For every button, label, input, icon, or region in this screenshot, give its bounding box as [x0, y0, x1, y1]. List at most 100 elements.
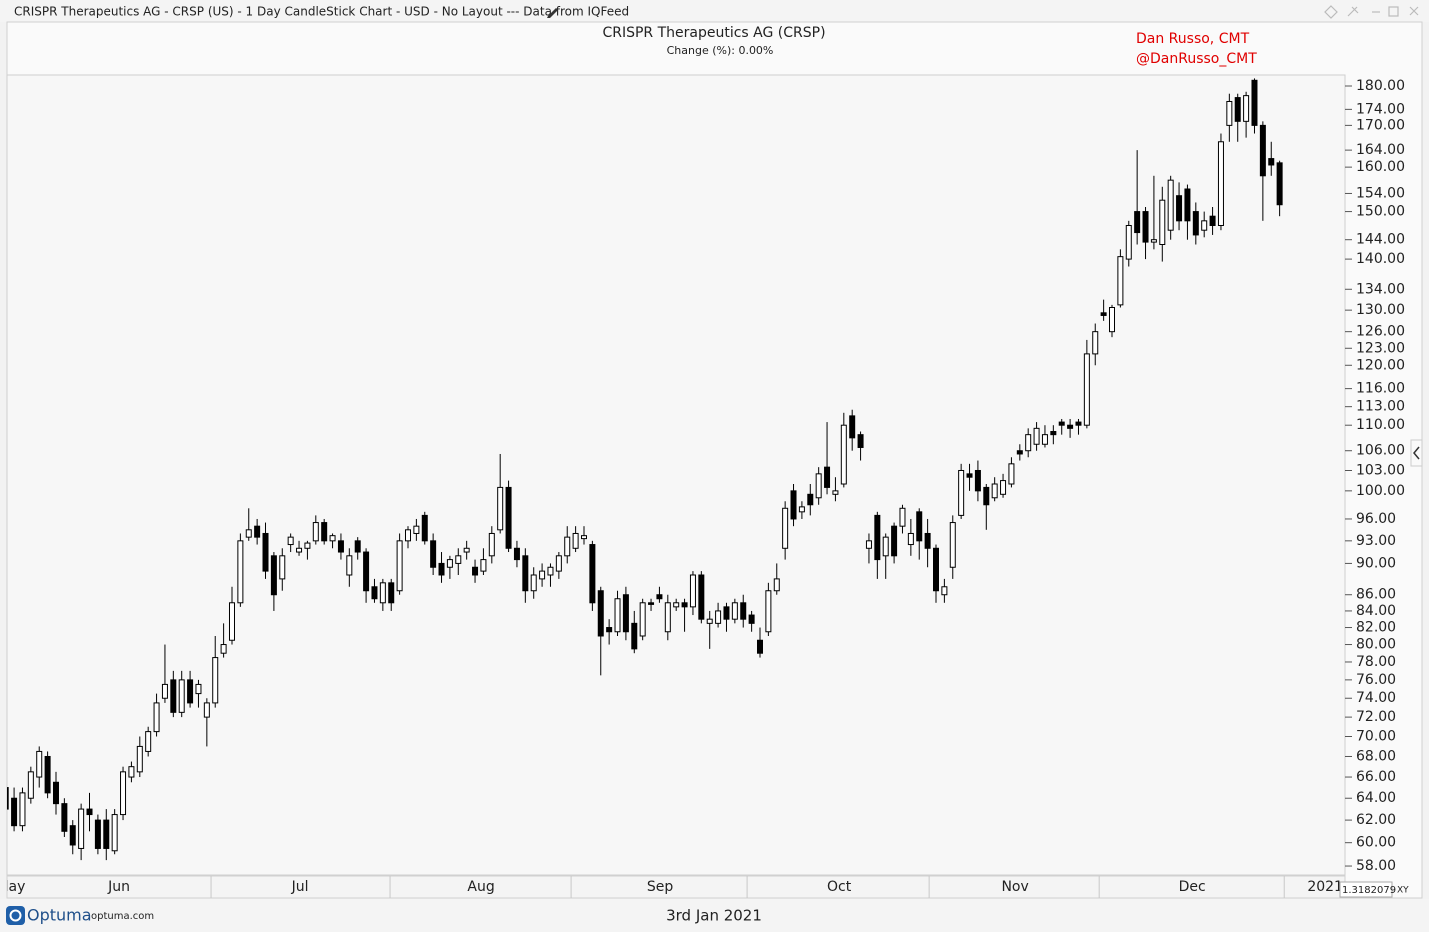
candle-body [941, 586, 948, 596]
candle-body [790, 490, 797, 520]
y-tick-label: 106.00 [1356, 443, 1405, 459]
diamond-button[interactable] [1324, 5, 1338, 19]
y-tick-label: 80.00 [1356, 637, 1396, 653]
candle-body [689, 574, 696, 608]
candle-body [1067, 424, 1074, 429]
candle-body [1226, 100, 1233, 126]
maximize-button[interactable] [1388, 6, 1399, 17]
candle-body [11, 797, 18, 827]
y-tick-label: 76.00 [1356, 672, 1396, 688]
candle-body [488, 532, 495, 557]
y-tick-label: 160.00 [1356, 159, 1405, 175]
y-tick-label: 90.00 [1356, 555, 1396, 571]
candle-body [170, 679, 177, 713]
x-tick-label: Jun [107, 879, 130, 895]
candle-body [1268, 158, 1275, 166]
y-tick-label: 110.00 [1356, 417, 1405, 433]
mode[interactable]: XY [1397, 886, 1409, 896]
candle-body [555, 555, 562, 572]
candle-body [430, 540, 437, 568]
candle-body [974, 469, 981, 492]
candle-body [396, 540, 403, 592]
candle-body [715, 610, 722, 624]
candle-body [606, 627, 613, 633]
candle-body [354, 540, 361, 553]
candles [7, 78, 1283, 861]
x-tick-label: Aug [467, 879, 494, 895]
candle-body [1058, 421, 1065, 426]
candle-body [296, 547, 303, 553]
y-tick-label: 60.00 [1356, 835, 1396, 851]
candle-body [472, 566, 479, 576]
candle-body [723, 606, 730, 620]
candle-body [899, 507, 906, 527]
candle-body [128, 766, 135, 778]
candle-body [1192, 211, 1199, 236]
candle-body [782, 507, 789, 549]
candle-body [765, 590, 772, 633]
y-tick-label: 78.00 [1356, 654, 1396, 670]
candle-body [203, 702, 210, 718]
candle-body [1159, 199, 1166, 245]
candle-body [321, 522, 328, 542]
candle-body [580, 535, 587, 540]
candle-body [798, 506, 805, 513]
candle-body [865, 540, 872, 549]
side-panel-toggle[interactable] [1410, 439, 1423, 467]
pin-button[interactable] [1347, 6, 1359, 17]
candle-body [287, 536, 294, 546]
candle-body [1109, 307, 1116, 333]
candle-body [363, 551, 370, 592]
x-tick-label: Jul [291, 879, 309, 895]
readout-box[interactable] [1339, 881, 1393, 898]
candle-body [949, 522, 956, 568]
candle-body [178, 679, 185, 713]
candle-body [379, 582, 386, 604]
candle-body [614, 598, 621, 633]
candle-body [740, 602, 747, 620]
candle-body [622, 594, 629, 633]
candle-body [371, 586, 378, 600]
candle-body [933, 547, 940, 592]
candle-body [597, 590, 604, 637]
site: optuma.com [91, 911, 154, 922]
candle-body [497, 486, 504, 531]
candle-body [1259, 124, 1266, 177]
candle-body [572, 532, 579, 549]
candle-body [1016, 450, 1023, 455]
title-bar [0, 0, 1429, 22]
chart-subtitle: Change (%): 0.00% [667, 44, 774, 57]
candle-body [1142, 211, 1149, 243]
candle-body [19, 792, 26, 827]
candle-body [564, 536, 571, 557]
candle-body [924, 532, 931, 549]
candle-body [1134, 211, 1141, 234]
candle-body [1083, 353, 1090, 426]
candle-body [329, 535, 336, 542]
candle-body [983, 486, 990, 506]
y-tick-label: 130.00 [1356, 302, 1405, 318]
y-tick-label: 140.00 [1356, 251, 1405, 267]
y-tick-label: 120.00 [1356, 357, 1405, 373]
candle-body [1033, 427, 1040, 445]
candle-body [1025, 434, 1032, 452]
close-button[interactable] [1409, 6, 1419, 16]
y-tick-label: 174.00 [1356, 101, 1405, 117]
candle-body [1184, 188, 1191, 222]
candle-body [94, 819, 101, 849]
edit-icon[interactable] [547, 8, 558, 18]
candle-body [673, 602, 680, 608]
candle-body [61, 803, 68, 832]
y-tick-label: 103.00 [1356, 462, 1405, 478]
candle-body [480, 559, 487, 572]
candle-body [161, 683, 168, 699]
candle-body [882, 536, 889, 557]
y-tick-label: 180.00 [1356, 78, 1405, 94]
candle-body [187, 679, 194, 704]
candle-body [270, 555, 277, 596]
candle-body [27, 771, 34, 799]
y-tick-label: 123.00 [1356, 340, 1405, 356]
candle-body [664, 602, 671, 633]
candle-body [421, 514, 428, 542]
